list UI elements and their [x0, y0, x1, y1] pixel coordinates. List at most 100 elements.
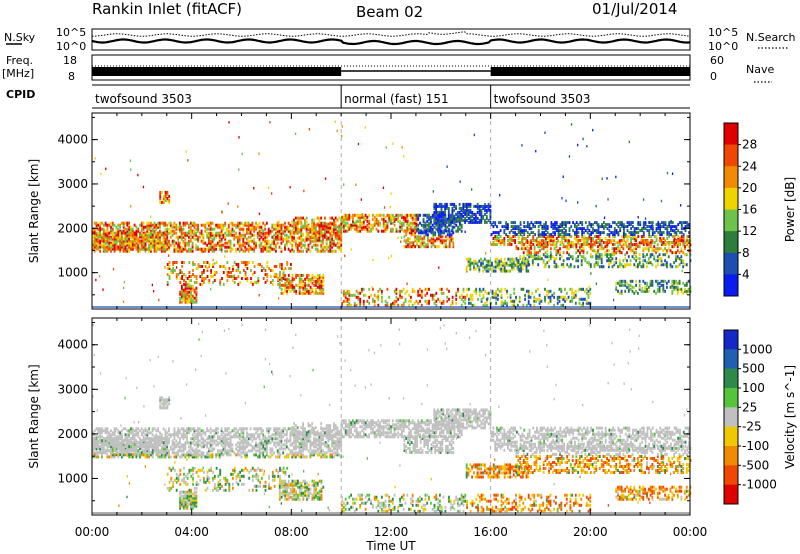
echo-cell — [467, 204, 470, 208]
echo-cell — [140, 239, 143, 243]
echo-cell — [620, 245, 623, 249]
echo-cell — [687, 279, 690, 283]
echo-cell — [417, 289, 420, 293]
echo-cell — [381, 213, 383, 217]
echo-cell — [144, 239, 147, 243]
echo-cell — [348, 227, 351, 231]
nsearch-label: N.Search — [746, 31, 796, 44]
echo-cell — [325, 230, 328, 234]
echo-cell — [508, 235, 511, 238]
echo-cell — [160, 241, 163, 245]
echo-cell — [276, 229, 279, 233]
echo-cell — [583, 243, 585, 246]
echo-cell — [251, 239, 254, 243]
echo-cell — [177, 243, 179, 247]
echo-cell — [298, 287, 301, 291]
echo-cell — [304, 224, 306, 228]
echo-cell — [527, 295, 530, 299]
echo-cell — [401, 213, 403, 217]
echo-cell — [568, 247, 570, 251]
echo-cell — [664, 259, 666, 263]
echo-cell — [110, 451, 112, 455]
echo-cell — [153, 235, 156, 239]
echo-cell — [662, 287, 665, 291]
noise-cell — [267, 186, 270, 189]
echo-cell — [164, 249, 167, 253]
echo-cell — [561, 237, 564, 240]
echo-cell — [438, 210, 441, 214]
echo-cell — [546, 253, 549, 257]
echo-cell — [664, 247, 666, 251]
echo-cell — [287, 229, 290, 233]
echo-cell — [492, 243, 495, 246]
echo-cell — [280, 237, 283, 241]
echo-cell — [535, 241, 538, 245]
echo-cell — [307, 289, 310, 293]
echo-cell — [213, 227, 216, 231]
echo-cell — [226, 273, 229, 276]
echo-cell — [334, 227, 337, 231]
noise-cell — [387, 256, 390, 260]
echo-cell — [184, 290, 187, 294]
echo-cell — [189, 239, 192, 243]
echo-cell — [348, 217, 351, 221]
echo-cell — [597, 257, 599, 261]
echo-cell — [671, 289, 674, 293]
echo-cell — [655, 279, 657, 283]
echo-cell — [473, 261, 475, 265]
echo-cell — [169, 225, 172, 229]
echo-cell — [362, 227, 365, 231]
echo-cell — [437, 227, 439, 231]
echo-cell — [382, 217, 385, 221]
echo-cell — [685, 281, 688, 285]
echo-cell — [419, 213, 421, 217]
echo-cell — [471, 261, 473, 265]
echo-cell — [126, 237, 129, 241]
echo-cell — [133, 223, 136, 227]
echo-cell — [397, 303, 400, 307]
echo-cell — [304, 238, 306, 242]
echo-cell — [278, 237, 281, 241]
echo-cell — [182, 288, 185, 292]
echo-cell — [110, 235, 112, 239]
echo-cell — [353, 293, 356, 297]
echo-cell — [666, 249, 668, 253]
echo-cell — [220, 239, 223, 243]
echo-cell — [213, 233, 216, 237]
echo-cell — [340, 247, 343, 251]
echo-cell — [309, 277, 312, 281]
echo-cell — [318, 220, 321, 224]
echo-cell — [289, 281, 292, 285]
echo-cell — [506, 303, 508, 307]
echo-cell — [642, 259, 645, 263]
echo-cell — [338, 230, 341, 234]
echo-cell — [572, 229, 574, 233]
echo-cell — [491, 267, 493, 271]
echo-cell — [503, 257, 506, 261]
echo-cell — [646, 243, 648, 247]
noise-cell — [579, 247, 581, 250]
echo-cell — [514, 241, 516, 244]
echo-cell — [565, 237, 567, 240]
echo-cell — [494, 221, 497, 225]
echo-cell — [566, 263, 569, 267]
echo-cell — [97, 241, 100, 245]
echo-cell — [437, 245, 440, 249]
echo-cell — [242, 237, 245, 241]
echo-cell — [285, 235, 288, 239]
echo-cell — [606, 245, 608, 249]
echo-cell — [302, 283, 305, 287]
echo-cell — [600, 253, 603, 257]
echo-cell — [202, 239, 205, 243]
echo-cell — [224, 237, 227, 241]
echo-cell — [411, 287, 414, 291]
echo-cell — [581, 231, 584, 235]
echo-cell — [379, 223, 381, 227]
echo-cell — [406, 221, 409, 225]
echo-cell — [661, 243, 663, 246]
echo-cell — [357, 225, 360, 229]
echo-cell — [502, 301, 505, 305]
echo-cell — [427, 243, 429, 247]
echo-cell — [362, 287, 365, 291]
echo-cell — [201, 271, 203, 274]
